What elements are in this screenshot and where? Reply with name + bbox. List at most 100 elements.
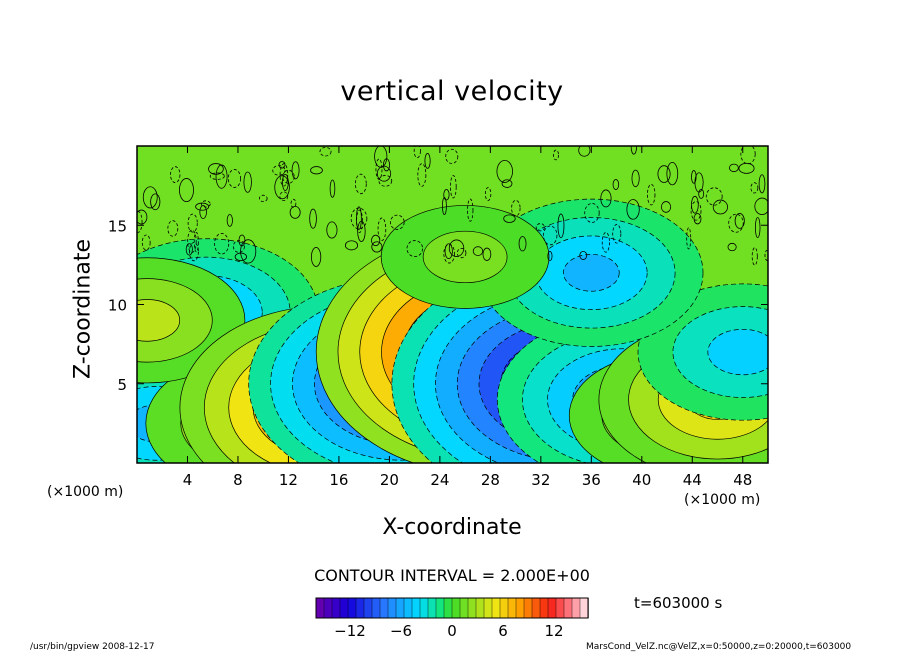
turbulence-contour [754, 197, 768, 216]
turbulence-contour [467, 198, 474, 222]
turbulence-contour [552, 149, 559, 161]
turbulence-contour [193, 231, 199, 253]
turbulence-contour [309, 208, 317, 229]
turbulence-contour [413, 146, 421, 159]
colorbar-border [315, 597, 589, 619]
turbulence-contour [484, 187, 492, 201]
y-tick-label: 10 [108, 297, 127, 315]
turbulence-contour [631, 169, 640, 188]
turbulence-contour [712, 199, 728, 215]
turbulence-contour [189, 242, 199, 262]
turbulence-contour [326, 221, 338, 239]
turbulence-contour [185, 243, 193, 256]
footer-left: /usr/bin/gpview 2008-12-17 [30, 642, 155, 652]
turbulence-contour [751, 247, 758, 266]
turbulence-contour [371, 241, 383, 253]
turbulence-contour [443, 243, 455, 264]
time-label: t=603000 s [634, 594, 723, 612]
y-tick-label: 5 [117, 376, 127, 394]
turbulence-contour [227, 169, 242, 188]
turbulence-contour [167, 220, 179, 237]
turbulence-contour [734, 213, 745, 229]
turbulence-contour [200, 200, 211, 208]
contour-level [563, 254, 620, 292]
turbulence-contour [647, 183, 656, 206]
turbulence-contour [626, 199, 640, 220]
turbulence-contour [371, 234, 381, 247]
turbulence-contour [329, 179, 336, 198]
colorbar-segment [443, 597, 453, 619]
colorbar-segment [507, 597, 517, 619]
turbulence-contour [612, 224, 622, 244]
turbulence-contour [443, 189, 450, 201]
colorbar-segment [459, 597, 469, 619]
colorbar-segment [395, 597, 405, 619]
turbulence-contour [738, 162, 755, 174]
turbulence-contour [354, 173, 367, 195]
turbulence-contour [693, 213, 702, 225]
turbulence-contour [666, 162, 679, 186]
turbulence-contour [281, 173, 289, 191]
turbulence-contour [291, 161, 300, 180]
x-tick-label: 40 [632, 471, 651, 489]
colorbar-segment [523, 597, 533, 619]
y-tick-label: 15 [108, 217, 127, 235]
colorbar-segment [499, 597, 509, 619]
colorbar-tick-label: 12 [544, 622, 563, 640]
turbulence-contour [374, 146, 388, 168]
turbulence-contour [511, 199, 521, 217]
turbulence-contour [258, 194, 268, 202]
colorbar-segment [387, 597, 397, 619]
turbulence-contour [187, 213, 198, 233]
contour-level [422, 230, 508, 284]
turbulence-contour [690, 201, 702, 221]
turbulence-contour [661, 201, 672, 213]
turbulence-contour [215, 164, 228, 189]
turbulence-contour [450, 175, 457, 199]
turbulence-contour [503, 214, 516, 223]
turbulence-contour [578, 146, 591, 157]
turbulence-contour [584, 203, 600, 223]
turbulence-contour [501, 179, 513, 188]
colorbar-segment [579, 597, 589, 619]
turbulence-contour [274, 175, 290, 200]
turbulence-contour [547, 251, 553, 262]
turbulence-contour [754, 217, 761, 239]
turbulence-contour [357, 220, 366, 242]
chart-title: vertical velocity [340, 76, 564, 107]
turbulence-contour [445, 148, 459, 164]
field-cell [479, 198, 704, 347]
turbulence-contour [444, 243, 453, 259]
colorbar-segment [323, 597, 333, 619]
colorbar-segment [547, 597, 557, 619]
turbulence-contour [686, 227, 692, 250]
colorbar-segment [571, 597, 581, 619]
upper-turbulence [137, 146, 768, 267]
x-unit-label-left: (×1000 m) [47, 484, 124, 500]
turbulence-contour [691, 195, 699, 214]
colorbar-segment [467, 597, 477, 619]
x-tick-label: 44 [683, 471, 702, 489]
turbulence-contour [557, 213, 565, 239]
turbulence-contour [698, 189, 705, 199]
turbulence-contour [137, 209, 148, 225]
turbulence-contour [378, 175, 393, 187]
colorbar-segment [315, 597, 325, 619]
field-cell [637, 283, 768, 421]
x-tick-label: 48 [733, 471, 752, 489]
turbulence-contour [282, 169, 295, 184]
y-axis-label: Z-coordinate [70, 239, 96, 379]
turbulence-contour [232, 240, 245, 253]
turbulence-contour [344, 240, 359, 251]
turbulence-contour [234, 252, 247, 262]
turbulence-contour [764, 249, 768, 261]
turbulence-contour [272, 165, 286, 176]
colorbar-tick-label: −6 [390, 622, 412, 640]
colorbar-segment [475, 597, 485, 619]
x-tick-label: 32 [531, 471, 550, 489]
colorbar-segment [371, 597, 381, 619]
turbulence-contour [279, 191, 289, 202]
turbulence-contour [209, 172, 225, 180]
turbulence-contour [424, 153, 431, 169]
turbulence-contour [150, 193, 161, 211]
